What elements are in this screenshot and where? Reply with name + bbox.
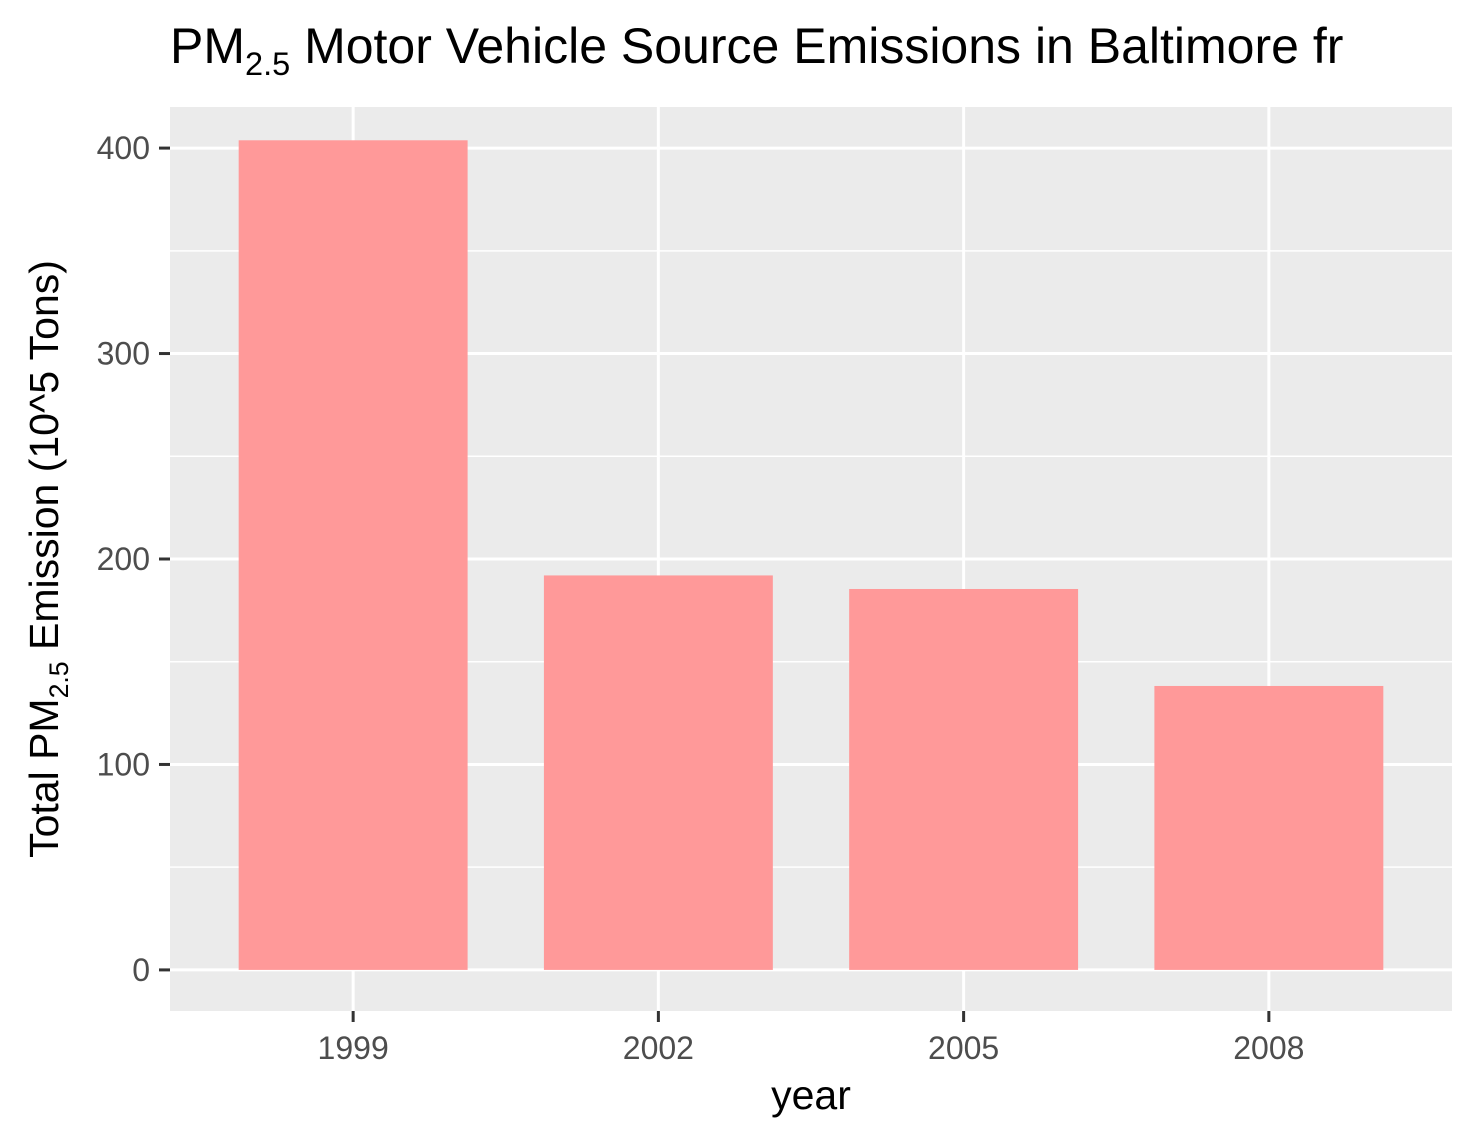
- bar-2008: [1154, 685, 1384, 970]
- y-axis-title-suffix: Emission (10^5 Tons): [21, 260, 67, 661]
- y-axis-title-subscript: 2.5: [44, 661, 74, 698]
- y-tick-label: 300: [97, 336, 150, 372]
- y-tick-label: 100: [97, 746, 150, 782]
- bar-1999: [238, 140, 468, 970]
- bar-2002: [543, 575, 773, 970]
- chart-title: PM2.5 Motor Vehicle Source Emissions in …: [170, 18, 1343, 82]
- axes: 0 100 200 300 400 1999 2002 2005 2008: [97, 130, 1305, 1066]
- chart-title-subscript: 2.5: [245, 46, 290, 82]
- bars: [238, 140, 1384, 970]
- chart-title-suffix: Motor Vehicle Source Emissions in Baltim…: [290, 18, 1343, 74]
- x-tick-label: 2005: [928, 1030, 999, 1066]
- y-tick-label: 400: [97, 130, 150, 166]
- x-axis-title: year: [771, 1072, 851, 1118]
- bar-2005: [849, 588, 1079, 970]
- y-tick-label: 200: [97, 541, 150, 577]
- x-tick-label: 2008: [1233, 1030, 1304, 1066]
- y-tick-label: 0: [132, 952, 150, 988]
- y-axis-title: Total PM2.5 Emission (10^5 Tons): [21, 260, 74, 858]
- x-tick-label: 1999: [318, 1030, 389, 1066]
- chart-title-prefix: PM: [170, 18, 245, 74]
- y-axis-title-prefix: Total PM: [21, 698, 67, 858]
- x-tick-label: 2002: [623, 1030, 694, 1066]
